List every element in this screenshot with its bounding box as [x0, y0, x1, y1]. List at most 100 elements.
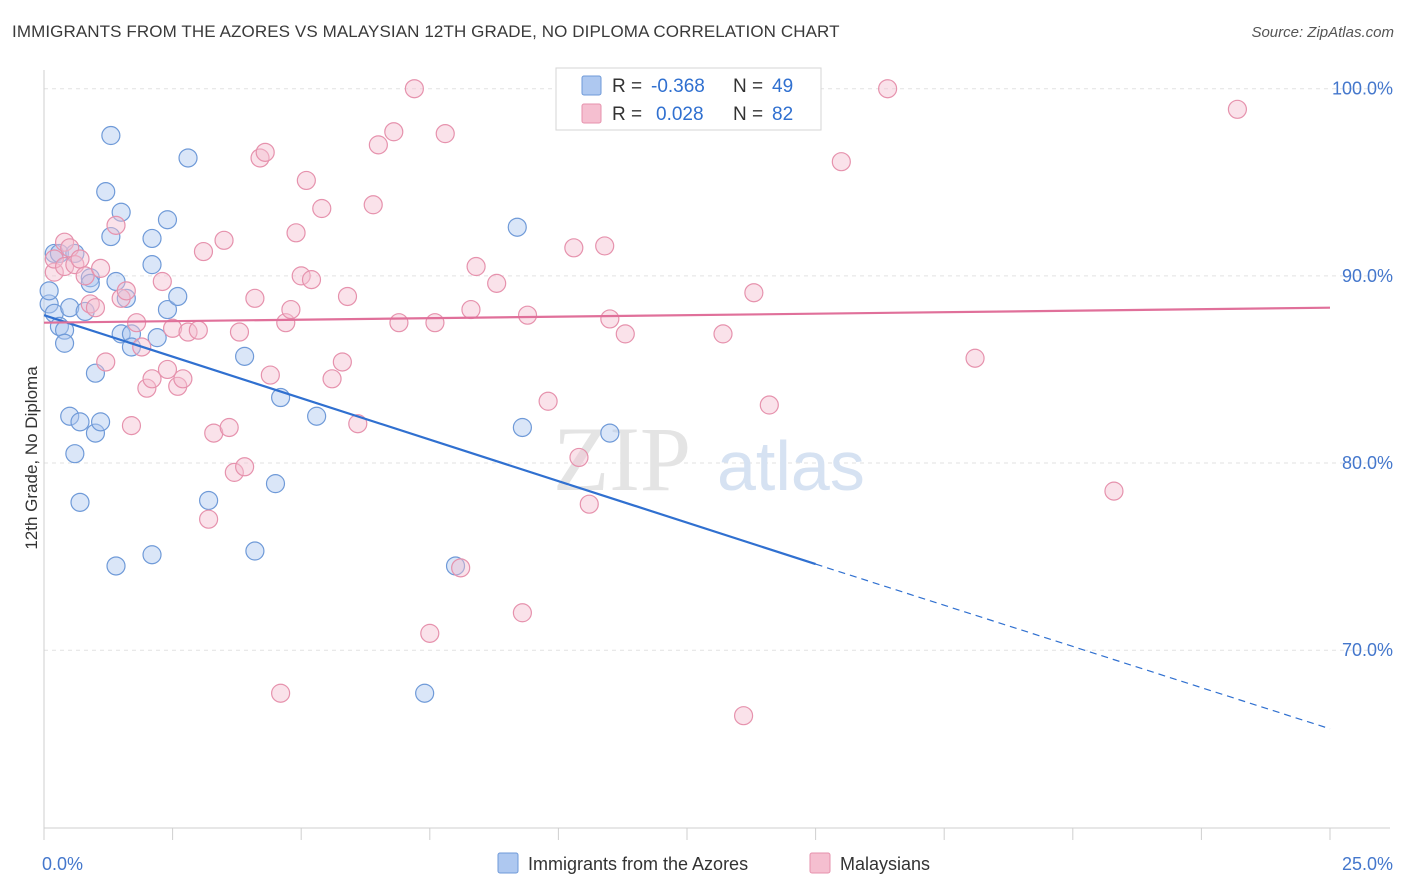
- chart-title: IMMIGRANTS FROM THE AZORES VS MALAYSIAN …: [12, 22, 840, 41]
- legend-swatch-azores: [581, 75, 602, 96]
- data-point-malaysian: [348, 414, 368, 434]
- data-point-malaysian: [281, 299, 301, 320]
- data-point-azores: [157, 299, 178, 320]
- data-point-azores: [70, 412, 90, 432]
- data-point-malaysian: [733, 706, 754, 726]
- data-point-malaysian: [595, 236, 615, 256]
- data-point-malaysian: [538, 391, 558, 411]
- data-point-azores: [85, 423, 106, 443]
- y-tick-label: 100.0%: [1332, 79, 1393, 99]
- data-point-malaysian: [188, 320, 208, 340]
- data-point-malaysian: [744, 283, 764, 303]
- data-point-malaysian: [451, 558, 471, 578]
- data-point-malaysian: [332, 352, 352, 372]
- data-point-malaysian: [255, 142, 275, 162]
- data-point-malaysian: [291, 266, 311, 286]
- data-point-azores: [245, 541, 265, 561]
- data-point-malaysian: [564, 238, 584, 258]
- data-point-azores: [157, 210, 178, 230]
- data-point-malaysian: [235, 457, 255, 477]
- data-point-azores: [507, 217, 527, 237]
- data-point-malaysian: [878, 79, 898, 99]
- data-point-azores: [168, 286, 188, 307]
- series-legend: Immigrants from the Azores Malaysians: [497, 852, 930, 874]
- data-point-malaysian: [420, 623, 440, 643]
- legend-r-value-azores: -0.368: [651, 76, 705, 97]
- data-point-malaysian: [152, 271, 172, 292]
- data-point-malaysian: [487, 273, 507, 293]
- data-point-azores: [415, 683, 435, 703]
- data-point-malaysian: [260, 365, 280, 385]
- x-tick-label: 25.0%: [1342, 854, 1393, 874]
- data-point-malaysian: [214, 230, 234, 250]
- data-point-malaysian: [404, 79, 424, 99]
- data-point-malaysian: [271, 683, 291, 703]
- data-point-malaysian: [965, 348, 985, 368]
- data-point-malaysian: [384, 122, 404, 142]
- data-point-malaysian: [229, 322, 250, 342]
- data-point-azores: [39, 294, 59, 314]
- series-legend-swatch-malaysians: [809, 852, 831, 874]
- data-point-malaysian: [121, 416, 142, 436]
- data-point-malaysian: [44, 249, 64, 269]
- trend-line-extension-azores: [815, 563, 1331, 730]
- data-point-malaysian: [301, 270, 322, 290]
- data-point-malaysian: [224, 462, 244, 482]
- data-point-malaysian: [713, 324, 733, 344]
- data-point-azores: [60, 406, 80, 426]
- data-point-malaysian: [517, 305, 538, 325]
- data-point-azores: [600, 423, 620, 443]
- data-point-malaysian: [157, 359, 178, 380]
- data-point-malaysian: [368, 135, 388, 155]
- data-point-malaysian: [389, 313, 409, 333]
- data-point-malaysian: [163, 318, 183, 338]
- watermark: ZIP atlas: [553, 408, 865, 510]
- data-point-malaysian: [70, 249, 90, 269]
- y-tick-label: 90.0%: [1342, 266, 1393, 286]
- data-point-azores: [178, 148, 198, 168]
- data-point-malaysian: [75, 266, 95, 286]
- y-axis-label: 12th Grade, No Diploma: [22, 366, 41, 550]
- legend-r-value-malaysians: 0.028: [656, 104, 704, 125]
- data-point-azores: [142, 545, 162, 565]
- data-point-malaysian: [44, 262, 64, 282]
- legend-n-value-azores: 49: [772, 76, 793, 97]
- series-legend-label-malaysians: Malaysians: [840, 854, 930, 874]
- data-point-azores: [60, 298, 80, 318]
- trend-line-azores: [43, 314, 816, 566]
- data-point-azores: [512, 417, 532, 438]
- data-point-malaysian: [435, 124, 455, 144]
- data-point-malaysian: [173, 369, 193, 389]
- data-point-malaysian: [312, 198, 332, 219]
- data-point-malaysian: [80, 294, 100, 314]
- data-point-malaysian: [245, 288, 265, 308]
- data-point-malaysian: [579, 494, 599, 514]
- points-layer: [39, 79, 1248, 726]
- legend-n-label-azores: N =: [733, 76, 763, 97]
- legend-swatch-malaysians: [581, 103, 602, 124]
- data-point-malaysian: [142, 369, 162, 389]
- trend-line-malaysian: [43, 306, 1331, 324]
- data-point-azores: [199, 490, 219, 511]
- data-point-azores: [142, 228, 162, 249]
- watermark-atlas: atlas: [717, 427, 865, 505]
- data-point-malaysian: [250, 148, 270, 168]
- data-point-malaysian: [54, 232, 75, 252]
- data-point-malaysian: [466, 256, 486, 277]
- data-point-azores: [235, 346, 255, 366]
- y-tick-label: 80.0%: [1342, 453, 1393, 473]
- data-point-azores: [101, 125, 121, 146]
- series-legend-label-azores: Immigrants from the Azores: [528, 854, 748, 874]
- data-point-malaysian: [1104, 481, 1124, 501]
- stats-legend: R = -0.368 N = 49 R = 0.028 N = 82: [555, 67, 822, 131]
- data-point-azores: [265, 474, 286, 494]
- grid-layer: [44, 88, 1388, 651]
- data-point-azores: [101, 226, 121, 247]
- data-point-malaysian: [296, 170, 316, 191]
- legend-r-label-malaysians: R =: [612, 104, 642, 125]
- chart-source: Source: ZipAtlas.com: [1251, 24, 1394, 41]
- data-point-malaysian: [193, 241, 214, 262]
- data-point-malaysian: [90, 258, 111, 278]
- data-point-azores: [54, 333, 75, 353]
